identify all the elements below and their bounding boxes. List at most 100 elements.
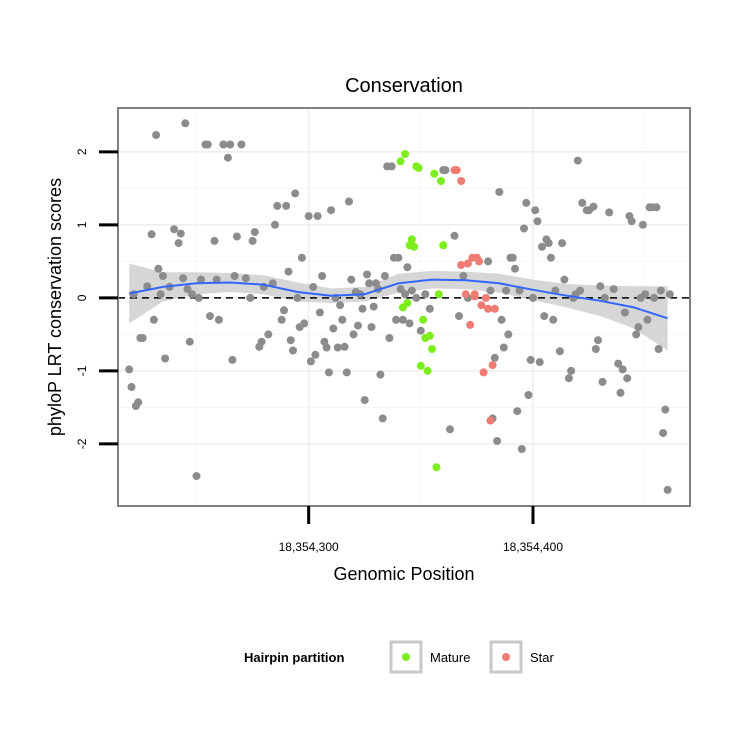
data-point-background bbox=[511, 264, 519, 273]
data-point-background bbox=[345, 197, 353, 206]
data-point-background bbox=[493, 437, 502, 445]
data-point-star bbox=[477, 301, 486, 310]
data-point-background bbox=[403, 263, 412, 272]
legend-label-mature: Mature bbox=[430, 650, 470, 665]
data-point-background bbox=[342, 368, 351, 377]
data-point-background bbox=[315, 308, 324, 317]
data-point-background bbox=[277, 315, 286, 324]
data-point-background bbox=[264, 330, 273, 339]
y-tick-label: -1 bbox=[75, 365, 89, 376]
legend-entry-mature: Mature bbox=[389, 640, 470, 674]
data-point-star bbox=[463, 259, 472, 268]
data-point-background bbox=[394, 253, 403, 262]
data-point-background bbox=[455, 312, 463, 321]
y-tick-label: 1 bbox=[75, 221, 89, 228]
data-point-mature bbox=[410, 242, 419, 251]
data-point-mature bbox=[428, 345, 436, 353]
data-point-background bbox=[441, 166, 450, 175]
smooth-line-layer bbox=[129, 278, 668, 320]
data-point-background bbox=[286, 336, 295, 345]
data-point-mature bbox=[416, 361, 425, 370]
data-point-background bbox=[380, 272, 389, 280]
data-point-background bbox=[134, 398, 143, 407]
data-point-mature bbox=[401, 150, 410, 158]
data-point-background bbox=[618, 365, 627, 374]
data-point-background bbox=[564, 374, 573, 383]
data-point-background bbox=[304, 212, 313, 221]
data-point-background bbox=[490, 353, 499, 362]
data-point-background bbox=[459, 272, 468, 280]
data-point-background bbox=[338, 315, 347, 324]
data-point-star bbox=[461, 290, 470, 299]
data-point-background bbox=[369, 302, 378, 311]
data-point-star bbox=[475, 257, 484, 266]
data-point-mature bbox=[434, 290, 443, 299]
data-point-background bbox=[450, 231, 459, 240]
data-point-background bbox=[594, 336, 602, 345]
data-point-background bbox=[327, 206, 336, 215]
data-point-background bbox=[181, 119, 190, 128]
data-point-background bbox=[623, 374, 632, 383]
data-point-star bbox=[479, 368, 488, 377]
points-layer bbox=[125, 119, 674, 494]
data-point-star bbox=[466, 320, 475, 329]
data-point-background bbox=[378, 414, 387, 423]
data-point-background bbox=[284, 267, 293, 276]
data-point-background bbox=[446, 425, 454, 434]
x-axis-title: Genomic Position bbox=[333, 564, 474, 584]
data-point-background bbox=[318, 272, 327, 280]
data-point-background bbox=[596, 282, 605, 291]
data-point-mature bbox=[414, 163, 423, 172]
data-point-background bbox=[358, 304, 367, 313]
data-point-background bbox=[228, 355, 237, 364]
data-point-background bbox=[508, 253, 517, 262]
data-point-background bbox=[663, 485, 672, 494]
data-point-background bbox=[656, 286, 665, 295]
data-point-background bbox=[206, 312, 214, 321]
data-point-background bbox=[257, 337, 266, 346]
data-point-background bbox=[385, 334, 394, 342]
data-point-star bbox=[481, 293, 490, 302]
data-point-background bbox=[147, 230, 156, 239]
data-point-star bbox=[457, 177, 466, 185]
x-tick-label: 18,354,400 bbox=[503, 540, 563, 554]
legend-key-box-mature bbox=[389, 640, 423, 674]
data-point-background bbox=[237, 140, 246, 149]
data-point-mature bbox=[437, 177, 445, 185]
data-point-background bbox=[638, 220, 647, 229]
data-point-mature bbox=[403, 299, 412, 307]
data-point-background bbox=[513, 407, 522, 416]
data-point-background bbox=[517, 445, 526, 453]
data-point-background bbox=[149, 315, 158, 324]
data-point-background bbox=[549, 315, 558, 324]
data-point-background bbox=[203, 140, 212, 149]
data-point-background bbox=[289, 346, 297, 355]
data-point-background bbox=[214, 315, 223, 324]
data-point-background bbox=[280, 306, 288, 315]
y-tick-label: -2 bbox=[75, 438, 89, 449]
legend-entry-star: Star bbox=[489, 640, 555, 674]
data-point-background bbox=[659, 429, 668, 437]
data-point-background bbox=[529, 293, 537, 302]
data-point-mature bbox=[425, 331, 434, 340]
data-point-background bbox=[632, 330, 641, 339]
data-point-background bbox=[412, 293, 421, 302]
data-point-background bbox=[598, 377, 607, 386]
data-point-background bbox=[300, 319, 309, 328]
data-point-background bbox=[297, 253, 306, 262]
data-point-background bbox=[661, 405, 670, 414]
data-point-background bbox=[486, 286, 495, 295]
data-point-background bbox=[197, 275, 205, 284]
data-point-background bbox=[641, 290, 650, 299]
data-point-background bbox=[192, 472, 201, 481]
data-point-background bbox=[600, 293, 609, 302]
data-point-background bbox=[497, 315, 506, 324]
data-point-background bbox=[538, 242, 546, 251]
data-point-background bbox=[248, 236, 257, 245]
data-point-background bbox=[143, 282, 152, 291]
data-point-background bbox=[212, 275, 221, 284]
data-point-background bbox=[125, 365, 134, 374]
data-point-background bbox=[188, 290, 196, 299]
data-point-background bbox=[558, 239, 567, 248]
data-point-background bbox=[578, 198, 587, 207]
